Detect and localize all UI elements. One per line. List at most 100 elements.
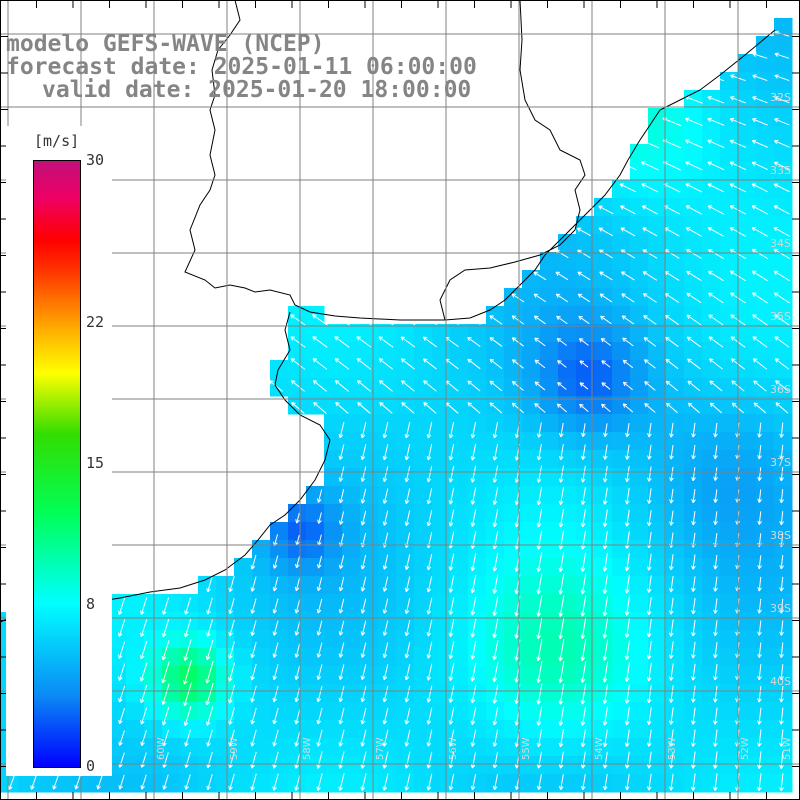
wind-speed-cell: [396, 666, 415, 685]
wind-speed-cell: [630, 378, 649, 397]
wind-arrow: [378, 380, 393, 392]
wind-arrow: [580, 706, 587, 726]
wind-arrow: [470, 574, 477, 594]
wind-arrow: [338, 421, 345, 439]
wind-arrow: [691, 510, 696, 526]
wind-speed-cell: [774, 270, 793, 289]
wind-speed-cell: [630, 198, 649, 217]
wind-arrow: [206, 774, 213, 791]
wind-speed-cell: [540, 378, 559, 397]
wind-speed-cell: [522, 558, 541, 577]
wind-speed-cell: [648, 180, 667, 199]
wind-arrow: [228, 729, 235, 747]
wind-speed-cell: [558, 252, 577, 271]
wind-speed-cell: [540, 288, 559, 307]
wind-speed-cell: [666, 630, 685, 649]
wind-arrow: [536, 508, 543, 528]
wind-speed-cell: [270, 540, 289, 559]
wind-arrow: [118, 663, 126, 681]
wind-arrow: [669, 422, 674, 438]
wind-speed-cell: [126, 684, 145, 703]
wind-speed-cell: [450, 702, 469, 721]
wind-speed-cell: [432, 720, 451, 739]
wind-speed-cell: [630, 144, 649, 163]
wind-speed-cell: [450, 360, 469, 379]
wind-speed-cell: [288, 396, 307, 415]
wind-arrow: [294, 751, 301, 769]
wind-arrow: [536, 706, 543, 726]
wind-arrow: [356, 380, 371, 392]
wind-arrow: [558, 638, 565, 662]
wind-speed-cell: [468, 594, 487, 613]
wind-speed-cell: [648, 720, 667, 739]
wind-arrow: [708, 270, 724, 282]
wind-arrow: [250, 663, 257, 681]
wind-speed-cell: [666, 720, 685, 739]
wind-speed-cell: [522, 486, 541, 505]
wind-arrow: [668, 751, 674, 769]
wind-speed-cell: [774, 90, 793, 109]
wind-arrow: [558, 617, 565, 640]
wind-speed-cell: [648, 486, 667, 505]
wind-speed-cell: [756, 504, 775, 523]
wind-speed-cell: [738, 162, 757, 181]
wind-speed-cell: [648, 594, 667, 613]
wind-arrow: [316, 773, 323, 791]
wind-speed-cell: [684, 432, 703, 451]
longitude-label: 54W: [594, 737, 605, 760]
wind-arrow: [492, 596, 499, 616]
wind-arrow: [470, 487, 477, 505]
wind-speed-cell: [738, 468, 757, 487]
wind-speed-cell: [216, 612, 235, 631]
wind-arrow: [558, 683, 565, 705]
wind-arrow: [470, 443, 477, 461]
wind-arrow: [580, 751, 586, 769]
wind-speed-cell: [774, 324, 793, 343]
wind-speed-cell: [630, 666, 649, 685]
wind-arrow: [601, 403, 611, 413]
legend-color-bar: [33, 160, 81, 768]
wind-speed-cell: [198, 594, 217, 613]
wind-speed-cell: [162, 630, 181, 649]
wind-speed-cell: [306, 360, 325, 379]
wind-speed-cell: [666, 756, 685, 775]
wind-arrow: [448, 509, 455, 527]
wind-speed-cell: [198, 738, 217, 757]
wind-speed-cell: [594, 216, 613, 235]
wind-speed-cell: [774, 162, 793, 181]
wind-speed-cell: [648, 648, 667, 667]
wind-speed-cell: [666, 288, 685, 307]
wind-speed-cell: [522, 594, 541, 613]
wind-speed-cell: [540, 360, 559, 379]
wind-speed-cell: [702, 288, 721, 307]
wind-speed-cell: [666, 360, 685, 379]
wind-speed-cell: [342, 324, 361, 343]
wind-speed-cell: [522, 630, 541, 649]
wind-arrow: [533, 271, 547, 281]
wind-arrow: [558, 595, 565, 617]
latitude-label: 38S: [770, 529, 791, 542]
wind-speed-cell: [270, 558, 289, 577]
wind-arrow: [598, 205, 614, 215]
wind-speed-cell: [270, 360, 289, 379]
wind-speed-cell: [540, 738, 559, 757]
wind-arrow: [713, 663, 718, 681]
wind-speed-cell: [450, 468, 469, 487]
wind-speed-cell: [432, 576, 451, 595]
wind-speed-cell: [504, 324, 523, 343]
wind-arrow: [669, 554, 674, 571]
wind-speed-cell: [702, 270, 721, 289]
latitude-label: 39S: [770, 602, 791, 615]
wind-arrow: [558, 751, 564, 769]
wind-arrow: [295, 534, 300, 546]
wind-arrow: [713, 685, 718, 703]
wind-arrow: [668, 575, 674, 593]
wind-arrow: [470, 553, 477, 572]
wind-speed-cell: [702, 774, 721, 793]
legend-unit-label: [m/s]: [34, 132, 80, 150]
wind-speed-cell: [180, 666, 199, 685]
wind-speed-cell: [720, 72, 739, 91]
wind-speed-cell: [702, 324, 721, 343]
wind-arrow: [558, 706, 565, 726]
wind-speed-cell: [630, 522, 649, 541]
